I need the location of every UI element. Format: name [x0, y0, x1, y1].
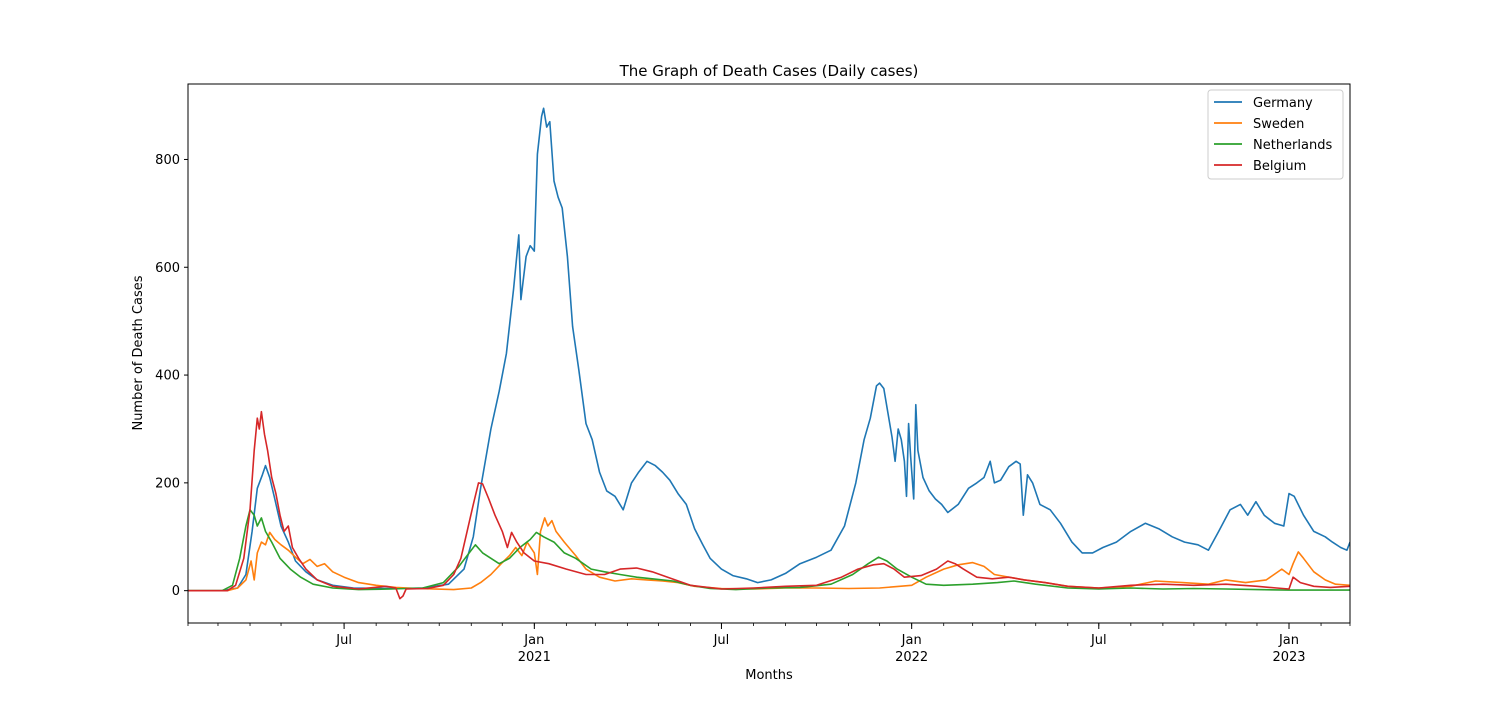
x-tick-label: Jul [1090, 633, 1107, 648]
y-tick-label: 800 [155, 153, 180, 168]
x-axis: Jul Jan 2021 Jul Jan 2022 Jul Jan 2023 [187, 623, 1351, 665]
y-tick-label: 200 [155, 476, 180, 491]
x-tick-label: Jan [523, 633, 544, 648]
plot-area [188, 107, 1350, 600]
legend-label-germany: Germany [1253, 96, 1313, 111]
series-line-netherlands [188, 509, 1350, 592]
series-line-belgium [188, 410, 1350, 600]
x-tick-label: Jul [335, 633, 352, 648]
series-line-germany [188, 107, 1350, 592]
x-tick-year-label: 2021 [518, 650, 551, 665]
legend-label-belgium: Belgium [1253, 159, 1306, 174]
x-axis-label: Months [745, 668, 793, 683]
x-tick-label: Jan [1278, 633, 1299, 648]
y-axis-label: Number of Death Cases [131, 275, 146, 430]
legend: Germany Sweden Netherlands Belgium [1207, 89, 1344, 180]
chart-title: The Graph of Death Cases (Daily cases) [619, 62, 919, 80]
legend-label-netherlands: Netherlands [1253, 138, 1332, 153]
legend-box [1207, 89, 1344, 180]
legend-label-sweden: Sweden [1253, 117, 1304, 132]
y-axis: 0 200 400 600 800 [155, 153, 188, 599]
x-tick-year-label: 2022 [895, 650, 928, 665]
x-tick-label: Jul [713, 633, 730, 648]
y-tick-label: 600 [155, 261, 180, 276]
y-tick-label: 400 [155, 369, 180, 384]
x-tick-year-label: 2023 [1272, 650, 1305, 665]
y-tick-label: 0 [172, 584, 180, 599]
plot-frame [187, 83, 1351, 624]
x-tick-label: Jan [901, 633, 922, 648]
